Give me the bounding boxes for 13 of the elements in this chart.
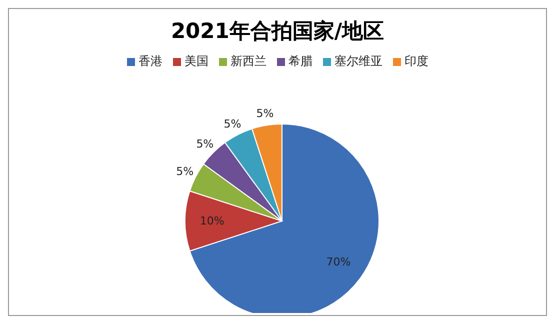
data-label: 5% — [176, 165, 194, 178]
legend-label: 香港 — [138, 53, 162, 70]
data-label: 5% — [196, 137, 214, 150]
legend-label: 新西兰 — [230, 53, 266, 70]
legend-label: 美国 — [184, 53, 208, 70]
data-label: 70% — [326, 256, 351, 269]
data-label: 10% — [200, 214, 224, 228]
legend-label: 塞尔维亚 — [334, 53, 382, 70]
data-label: 5% — [256, 106, 274, 120]
legend-label: 希腊 — [288, 53, 312, 70]
legend-label: 印度 — [404, 53, 428, 70]
chart-title: 2021年合拍国家/地区 — [170, 18, 386, 45]
data-label: 5% — [224, 117, 242, 130]
